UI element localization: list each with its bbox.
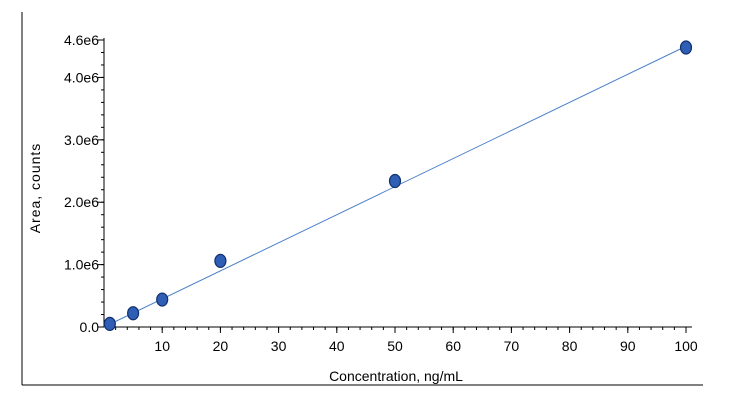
y-tick-label: 0.0 xyxy=(80,319,100,335)
data-point xyxy=(679,40,693,55)
data-point xyxy=(214,253,227,268)
y-tick-label: 3.0e6 xyxy=(64,132,99,148)
y-tick-label: 1.0e6 xyxy=(64,257,99,273)
y-tick-label: 4.0e6 xyxy=(64,69,99,85)
x-tick-label: 80 xyxy=(562,338,578,354)
data-points xyxy=(103,40,693,331)
data-point xyxy=(388,173,402,189)
data-point xyxy=(127,306,140,321)
x-tick-label: 70 xyxy=(504,338,520,354)
y-tick-label: 2.0e6 xyxy=(64,194,99,210)
x-axis-title: Concentration, ng/mL xyxy=(329,368,463,384)
x-axis-ticks: 10 20 30 40 50 60 70 80 90 100 xyxy=(115,327,698,354)
x-tick-label: 30 xyxy=(271,338,287,354)
x-tick-label: 40 xyxy=(329,338,345,354)
y-axis-title: Area, counts xyxy=(27,143,43,234)
x-tick-label: 20 xyxy=(213,338,229,354)
data-point xyxy=(103,316,116,331)
x-tick-label: 100 xyxy=(674,338,698,354)
y-axis-ticks: 0.0 1.0e6 2.0e6 3.0e6 4.0e6 4.6e6 xyxy=(64,32,104,335)
x-tick-label: 50 xyxy=(387,338,403,354)
x-tick-label: 10 xyxy=(154,338,170,354)
y-tick-label: 4.6e6 xyxy=(64,32,99,48)
x-tick-label: 60 xyxy=(445,338,461,354)
data-point xyxy=(156,292,169,307)
x-tick-label: 90 xyxy=(620,338,636,354)
